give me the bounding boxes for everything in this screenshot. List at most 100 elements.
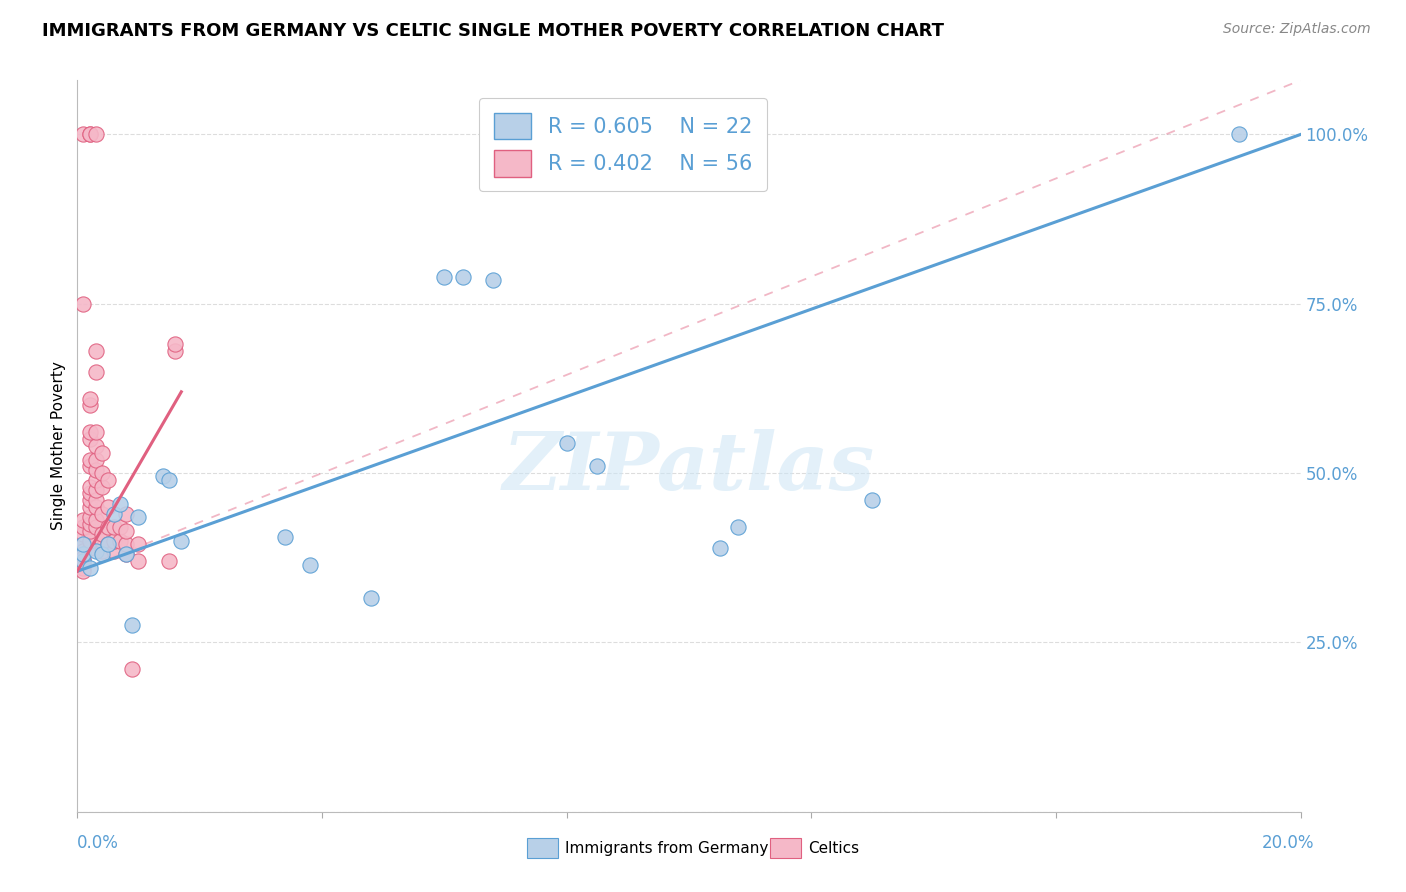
- Point: [84, 520, 107, 534]
- Point: [862, 493, 884, 508]
- Point: [79, 398, 101, 412]
- Point: [84, 514, 107, 528]
- Point: [127, 554, 149, 568]
- Point: [79, 541, 101, 555]
- Point: [72, 544, 94, 558]
- Point: [90, 466, 112, 480]
- Point: [72, 547, 94, 561]
- Point: [72, 554, 94, 568]
- Point: [103, 520, 125, 534]
- Point: [555, 435, 578, 450]
- Point: [727, 520, 749, 534]
- Point: [79, 524, 101, 538]
- Point: [84, 483, 107, 497]
- Point: [79, 480, 101, 494]
- Point: [72, 520, 94, 534]
- Point: [84, 493, 107, 508]
- Point: [84, 473, 107, 487]
- Point: [72, 550, 94, 565]
- Text: Immigrants from Germany: Immigrants from Germany: [565, 841, 769, 855]
- Point: [79, 533, 101, 548]
- Text: Source: ZipAtlas.com: Source: ZipAtlas.com: [1223, 22, 1371, 37]
- Point: [72, 547, 94, 561]
- Point: [103, 544, 125, 558]
- Y-axis label: Single Mother Poverty: Single Mother Poverty: [51, 361, 66, 531]
- Point: [108, 533, 131, 548]
- Point: [79, 432, 101, 446]
- Point: [79, 510, 101, 524]
- Point: [115, 507, 138, 521]
- Point: [79, 452, 101, 467]
- Point: [72, 527, 94, 541]
- Point: [72, 297, 94, 311]
- Point: [360, 591, 382, 606]
- Point: [79, 459, 101, 474]
- Point: [127, 537, 149, 551]
- Point: [157, 473, 180, 487]
- Point: [586, 459, 609, 474]
- Point: [72, 554, 94, 568]
- Point: [103, 533, 125, 548]
- Point: [121, 618, 143, 632]
- Point: [84, 463, 107, 477]
- Point: [115, 547, 138, 561]
- Point: [72, 128, 94, 142]
- Point: [79, 425, 101, 440]
- Point: [90, 527, 112, 541]
- Point: [84, 452, 107, 467]
- Point: [72, 558, 94, 572]
- Point: [157, 554, 180, 568]
- Point: [482, 273, 505, 287]
- Point: [72, 514, 94, 528]
- Point: [72, 561, 94, 575]
- Point: [709, 541, 731, 555]
- Point: [165, 337, 187, 351]
- Point: [108, 520, 131, 534]
- Point: [274, 530, 297, 544]
- Point: [90, 507, 112, 521]
- Text: Celtics: Celtics: [808, 841, 859, 855]
- Text: 20.0%: 20.0%: [1263, 834, 1315, 852]
- Point: [79, 500, 101, 514]
- Point: [84, 544, 107, 558]
- Point: [90, 544, 112, 558]
- Point: [433, 269, 456, 284]
- Legend: R = 0.605    N = 22, R = 0.402    N = 56: R = 0.605 N = 22, R = 0.402 N = 56: [479, 98, 766, 191]
- Point: [72, 564, 94, 578]
- Point: [451, 269, 474, 284]
- Point: [90, 533, 112, 548]
- Point: [90, 446, 112, 460]
- Point: [165, 344, 187, 359]
- Text: 0.0%: 0.0%: [77, 834, 120, 852]
- Point: [1229, 128, 1251, 142]
- Point: [84, 425, 107, 440]
- Point: [103, 507, 125, 521]
- Point: [84, 439, 107, 453]
- Point: [115, 524, 138, 538]
- Point: [97, 500, 120, 514]
- Point: [79, 493, 101, 508]
- Point: [79, 516, 101, 531]
- Text: ZIPatlas: ZIPatlas: [503, 429, 875, 507]
- Point: [152, 469, 174, 483]
- Point: [97, 537, 120, 551]
- Point: [97, 520, 120, 534]
- Point: [84, 128, 107, 142]
- Point: [79, 128, 101, 142]
- Point: [79, 561, 101, 575]
- Point: [84, 344, 107, 359]
- Point: [72, 537, 94, 551]
- Point: [79, 486, 101, 500]
- Point: [84, 364, 107, 378]
- Text: IMMIGRANTS FROM GERMANY VS CELTIC SINGLE MOTHER POVERTY CORRELATION CHART: IMMIGRANTS FROM GERMANY VS CELTIC SINGLE…: [42, 22, 945, 40]
- Point: [115, 547, 138, 561]
- Point: [90, 480, 112, 494]
- Point: [127, 510, 149, 524]
- Point: [97, 537, 120, 551]
- Point: [298, 558, 321, 572]
- Point: [90, 547, 112, 561]
- Point: [170, 533, 193, 548]
- Point: [97, 473, 120, 487]
- Point: [79, 392, 101, 406]
- Point: [121, 663, 143, 677]
